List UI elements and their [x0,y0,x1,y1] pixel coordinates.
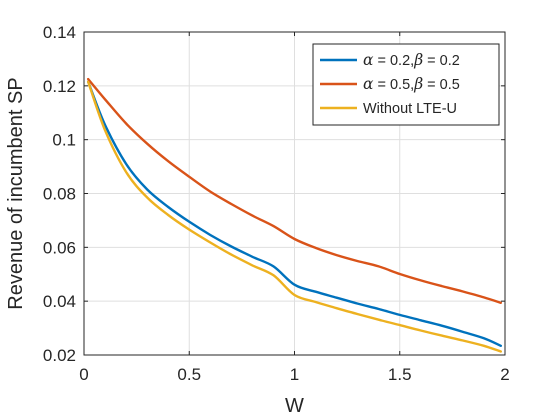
legend-label-1: α = 0.2,β = 0.2 [363,51,460,69]
y-tick-label: 0.02 [43,346,76,365]
legend-label-2: α = 0.5,β = 0.5 [363,75,460,93]
x-tick-label: 0.5 [177,365,201,384]
x-tick-label: 2 [500,365,509,384]
y-tick-label: 0.04 [43,292,76,311]
y-tick-label: 0.08 [43,185,76,204]
y-tick-label: 0.12 [43,77,76,96]
y-tick-label: 0.1 [52,131,76,150]
series-line-1 [87,80,502,347]
legend-label-3: Without LTE-U [363,101,457,117]
y-tick-label: 0.06 [43,238,76,257]
ticks: 0 0.5 1 1.5 2 0.02 0.04 0.06 0.08 0.1 0.12 0.14 [43,23,510,384]
x-tick-label: 0 [79,365,88,384]
x-tick-label: 1 [290,365,299,384]
legend: α = 0.2,β = 0.2 α = 0.5,β = 0.5 Without LT… [312,43,500,126]
series-line-3 [87,80,502,353]
x-tick-label: 1.5 [388,365,412,384]
series-layer [87,77,502,353]
x-axis-label: W [285,395,304,417]
series-line-2 [87,77,502,304]
y-tick-label: 0.14 [43,23,76,42]
y-axis-label: Revenue of incumbent SP [5,77,27,309]
